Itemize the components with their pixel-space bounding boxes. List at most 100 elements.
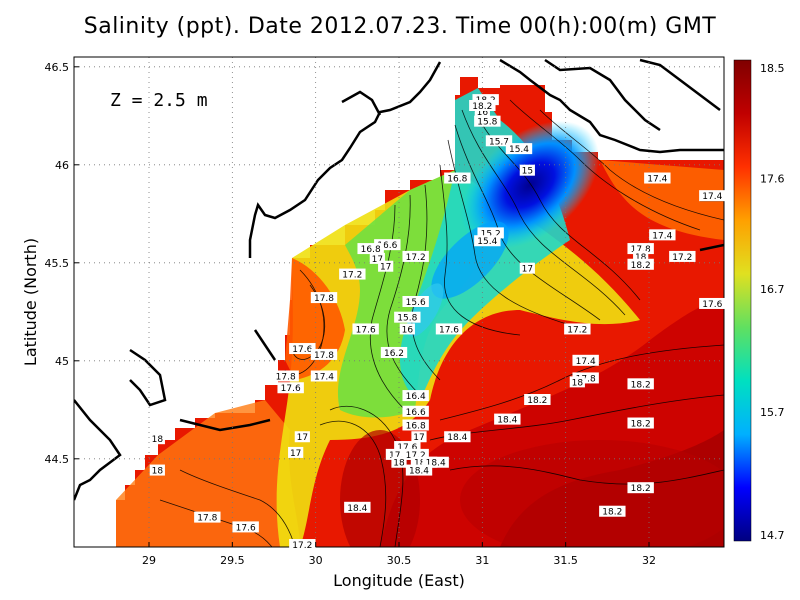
contour-label-text: 17.8	[631, 245, 651, 255]
southeast-red	[460, 440, 724, 547]
contour-label-text: 18.4	[347, 504, 367, 514]
contour-label-text: 17	[522, 265, 533, 275]
contour-label-box	[627, 258, 654, 270]
contour-label-box	[569, 376, 585, 388]
contour-label-text: 18.2	[472, 102, 492, 112]
colorbar-tick-label: 17.6	[760, 173, 785, 186]
contour-label-box	[524, 394, 551, 405]
contour-label: 17	[519, 262, 535, 275]
contour-label-text: 16.4	[406, 392, 426, 402]
x-tick-label: 30	[309, 554, 323, 567]
contour-label-text: 15.6	[406, 298, 426, 308]
contour-label: 15.7	[485, 135, 513, 147]
contour-label-box	[469, 100, 496, 111]
contour-label-box	[649, 229, 676, 241]
contour-label-box	[310, 370, 338, 382]
contour-label: 15	[519, 164, 535, 177]
contour-label-text: 17.4	[647, 175, 667, 185]
contour-label: 18.2	[599, 505, 626, 518]
contour-label-box	[344, 501, 371, 513]
contour-label-box	[627, 482, 654, 494]
contour-label: 17.2	[402, 448, 429, 461]
contour-label: 17	[369, 252, 385, 265]
contour-label-text: 17.8	[389, 451, 409, 461]
contour-label-box	[444, 431, 471, 443]
contour-label-box	[289, 539, 316, 551]
contour-label-box	[474, 235, 501, 247]
contour-label: 16.8	[357, 243, 384, 255]
contour-label-text: 16.2	[384, 349, 404, 359]
contour-label-box	[627, 417, 654, 429]
contour-label-box	[572, 354, 599, 366]
contour-label: 17.4	[649, 229, 676, 241]
contour-label: 18.4	[444, 431, 471, 443]
contour-label: 18.4	[494, 413, 521, 426]
contour-label: 18.2	[627, 378, 654, 390]
contour-label-text: 18	[152, 467, 164, 477]
orange-zone	[600, 160, 724, 240]
contour-label-text: 16.8	[361, 245, 381, 255]
y-tick-label: 46	[55, 159, 69, 172]
contour-label-box	[627, 378, 654, 390]
contour-label-text: 18	[152, 435, 164, 445]
contour-label-box	[699, 297, 726, 309]
contour-label-box	[272, 370, 299, 382]
orange-west	[116, 400, 300, 547]
contour-label: 17.6	[394, 441, 421, 453]
contour-label-text: 17.8	[576, 374, 596, 384]
contour-label-box	[435, 323, 463, 335]
contour-label-text: 17.2	[292, 541, 312, 551]
contour-label-text: 17.8	[276, 372, 296, 382]
contour-label-box	[494, 413, 521, 425]
contour-label-text: 17.2	[567, 325, 587, 335]
contour-label-box	[394, 441, 421, 453]
contour-label-box	[352, 323, 379, 335]
contour-label-box	[391, 456, 407, 468]
contour-label: 18.4	[344, 501, 371, 514]
contour-label: 15.2	[477, 227, 504, 239]
contour-label-text: 15.4	[477, 237, 497, 247]
contour-label: 17.4	[699, 190, 726, 202]
contour-label-box	[474, 115, 501, 127]
contour-label-box	[289, 343, 316, 355]
contour-label: 17.6	[232, 521, 259, 533]
contour-label-text: 18.2	[631, 484, 651, 494]
contour-label: 18.2	[627, 258, 654, 271]
page-title: Salinity (ppt). Date 2012.07.23. Time 00…	[83, 14, 717, 39]
contour-label-text: 18.2	[631, 261, 651, 271]
contour-label-text: 15.7	[489, 137, 509, 147]
x-tick-label: 30.5	[387, 554, 412, 567]
colorbar-tick-label: 16.7	[760, 283, 785, 296]
contour-label-box	[519, 164, 535, 176]
contour-label: 15.6	[402, 296, 429, 308]
contour-label-box	[294, 431, 310, 443]
contour-label-box	[633, 250, 649, 262]
contour-label-box	[627, 243, 654, 255]
contour-label-box	[477, 227, 504, 239]
contour-label-text: 16.8	[447, 175, 467, 185]
contour-label: 17.2	[289, 539, 316, 551]
contour-label-box	[474, 105, 490, 117]
contour-label-box	[402, 250, 429, 262]
contour-label: 16.2	[380, 346, 408, 359]
contour-label-text: 17.6	[397, 443, 417, 453]
contour-label-box	[357, 243, 384, 255]
contour-label: 16.8	[444, 172, 471, 185]
low-salinity-core	[460, 120, 600, 250]
contour-label-text: 17.6	[281, 384, 301, 394]
contour-label-box	[505, 143, 533, 155]
y-tick-label: 46.5	[45, 61, 70, 74]
contour-label-box	[564, 323, 591, 335]
y-tick-label: 45	[55, 355, 69, 368]
contour-label: 17.4	[572, 354, 599, 367]
y-tick-label: 45.5	[45, 257, 70, 270]
contour-label: 17	[378, 260, 394, 273]
x-tick-label: 31.5	[553, 554, 578, 567]
colorbar-tick-label: 14.7	[760, 529, 785, 542]
x-tick-label: 32	[642, 554, 656, 567]
contour-label-text: 18	[393, 459, 405, 469]
colorbar-tick-label: 15.7	[760, 406, 785, 419]
contour-label-text: 17	[297, 433, 308, 443]
contour-label-box	[310, 348, 338, 360]
